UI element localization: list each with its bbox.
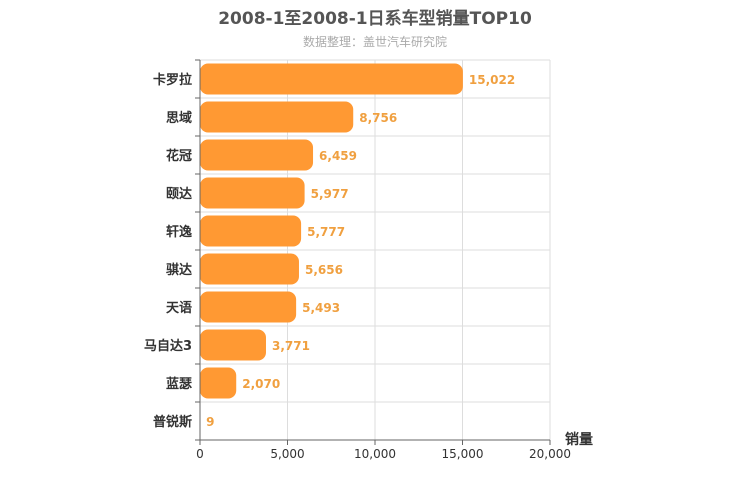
category-label: 卡罗拉 bbox=[153, 72, 192, 88]
x-tick-labels: 0 5,000 10,000 15,000 20,000 bbox=[196, 440, 571, 461]
x-tick-label: 15,000 bbox=[442, 447, 484, 461]
bar bbox=[200, 177, 305, 209]
category-label: 蓝瑟 bbox=[166, 376, 192, 392]
chart-title: 2008-1至2008-1日系车型销量TOP10 bbox=[218, 9, 532, 29]
category-label: 马自达3 bbox=[144, 338, 192, 354]
bar bbox=[200, 101, 354, 133]
bar bbox=[200, 63, 463, 95]
data-label: 2,070 bbox=[242, 377, 280, 391]
bars bbox=[200, 63, 463, 399]
x-tick-label: 20,000 bbox=[529, 447, 571, 461]
bar bbox=[200, 291, 297, 323]
category-label: 普锐斯 bbox=[153, 414, 192, 430]
data-label: 5,656 bbox=[305, 263, 343, 277]
data-label: 6,459 bbox=[319, 149, 357, 163]
data-labels: 15,022 8,756 6,459 5,977 5,777 5,656 5,493 3,77… bbox=[206, 73, 515, 429]
bar bbox=[200, 253, 299, 285]
category-label: 思域 bbox=[166, 110, 192, 126]
bar bbox=[200, 329, 266, 361]
data-label: 15,022 bbox=[469, 73, 515, 87]
chart-subtitle: 数据整理：盖世汽车研究院 bbox=[302, 35, 447, 49]
data-label: 5,493 bbox=[302, 301, 340, 315]
category-label: 天语 bbox=[166, 301, 192, 316]
data-label: 9 bbox=[206, 415, 214, 429]
category-label: 颐达 bbox=[166, 186, 192, 202]
bar bbox=[200, 367, 237, 399]
category-label: 骐达 bbox=[166, 262, 192, 278]
category-label: 花冠 bbox=[166, 148, 192, 164]
category-label: 轩逸 bbox=[166, 224, 192, 240]
data-label: 5,977 bbox=[311, 187, 349, 201]
data-label: 8,756 bbox=[359, 111, 397, 125]
x-tick-label: 5,000 bbox=[270, 447, 304, 461]
bar bbox=[200, 139, 314, 171]
data-label: 5,777 bbox=[307, 225, 345, 239]
data-label: 3,771 bbox=[272, 339, 310, 353]
bar bbox=[200, 215, 302, 247]
x-axis-title: 销量 bbox=[565, 431, 593, 448]
x-tick-label: 10,000 bbox=[354, 447, 396, 461]
x-tick-label: 0 bbox=[196, 447, 204, 461]
